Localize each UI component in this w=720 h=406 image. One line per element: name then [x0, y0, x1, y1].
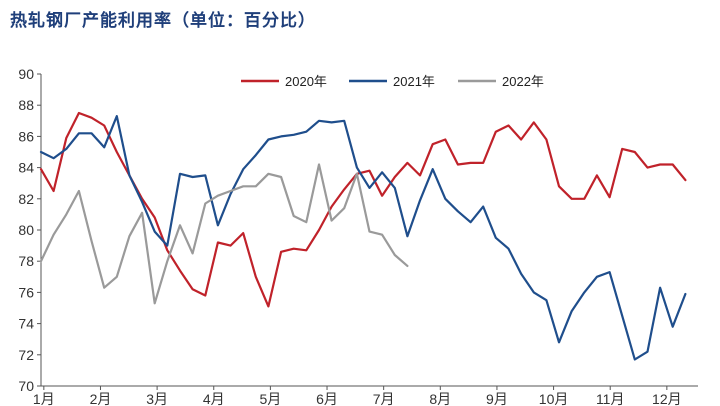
y-tick-label: 70	[18, 378, 34, 394]
y-tick-label: 86	[18, 128, 34, 144]
legend: 2020年 2021年 2022年	[241, 74, 544, 89]
series-line-2021年	[39, 114, 687, 361]
x-tick-label: 2月	[90, 391, 112, 406]
y-tick-label: 82	[18, 191, 34, 207]
series-line-2020年	[39, 111, 687, 308]
x-tick-label: 8月	[429, 391, 451, 406]
y-tick-label: 72	[18, 347, 34, 363]
y-tick-label: 80	[18, 222, 34, 238]
y-tick-label: 88	[18, 97, 34, 113]
legend-label: 2022年	[502, 74, 544, 89]
x-tick-label: 11月	[596, 391, 625, 406]
x-tick-label: 1月	[33, 391, 55, 406]
y-tick-label: 90	[18, 66, 34, 82]
series-line-2022年	[39, 163, 409, 305]
y-tick-label: 84	[18, 160, 34, 176]
legend-label: 2020年	[285, 74, 327, 89]
x-tick-label: 7月	[373, 391, 395, 406]
x-tick-label: 6月	[316, 391, 338, 406]
x-tick-label: 12月	[652, 391, 682, 406]
series-lines	[39, 111, 687, 361]
x-tick-label: 9月	[486, 391, 508, 406]
x-tick-label: 3月	[146, 391, 168, 406]
x-tick-label: 4月	[203, 391, 225, 406]
x-tick-label: 5月	[259, 391, 281, 406]
x-tick-label: 10月	[539, 391, 569, 406]
y-tick-label: 76	[18, 284, 34, 300]
y-tick-label: 74	[18, 316, 34, 332]
y-tick-label: 78	[18, 253, 34, 269]
legend-label: 2021年	[393, 74, 435, 89]
axes: 70 72 74 76 78 80 82 84 86 88 90 1月 2月 3月 4月 5月 6月 7月 8月 9月…	[18, 66, 698, 406]
chart-title: 热轧钢厂产能利用率（单位：百分比）	[10, 11, 316, 31]
